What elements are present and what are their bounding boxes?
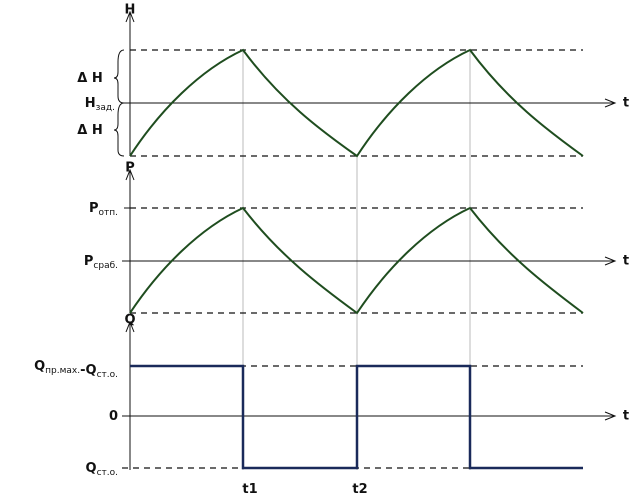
axis-name: Q <box>124 313 135 328</box>
label-sub: ст.о. <box>97 370 118 380</box>
label-main: P <box>84 254 94 269</box>
axis-name: P <box>125 161 135 176</box>
label-sub: пр.мах. <box>45 366 80 376</box>
label: 0 <box>109 409 118 424</box>
label-main: P <box>89 201 99 216</box>
label-sub: отп. <box>99 208 119 218</box>
label: Δ H <box>77 71 102 86</box>
axis-name: H <box>125 3 136 18</box>
label-main: 2 <box>359 482 368 497</box>
label: Qпр.мах.-Qст.о. <box>34 359 118 380</box>
time-axis-name: t <box>623 254 629 269</box>
label-main: Q <box>86 461 97 476</box>
panel-h <box>113 10 617 158</box>
time-axis-name: t <box>623 409 629 424</box>
label: Hзад. <box>85 96 115 113</box>
label-sub: зад. <box>96 103 115 113</box>
label-main: Δ H <box>77 71 102 86</box>
panel-q <box>122 320 617 470</box>
label: Δ H <box>77 123 102 138</box>
panel-p <box>122 168 617 315</box>
time-axis-name: t <box>623 96 629 111</box>
label-main: t <box>352 482 358 497</box>
label-main: 1 <box>249 482 258 497</box>
label-main: t <box>242 482 248 497</box>
label-sub: сраб. <box>93 261 118 271</box>
label-main: Δ H <box>77 123 102 138</box>
label: Pсраб. <box>84 254 118 271</box>
label-main: H <box>85 96 96 111</box>
label-main: Q <box>34 359 45 374</box>
label: t2 <box>352 482 367 497</box>
label-main: 0 <box>109 409 118 424</box>
label-main: -Q <box>80 363 96 378</box>
label: Qст.о. <box>86 461 118 478</box>
label-sub: ст.о. <box>97 468 118 478</box>
label: Pотп. <box>89 201 118 218</box>
label: t1 <box>242 482 257 497</box>
